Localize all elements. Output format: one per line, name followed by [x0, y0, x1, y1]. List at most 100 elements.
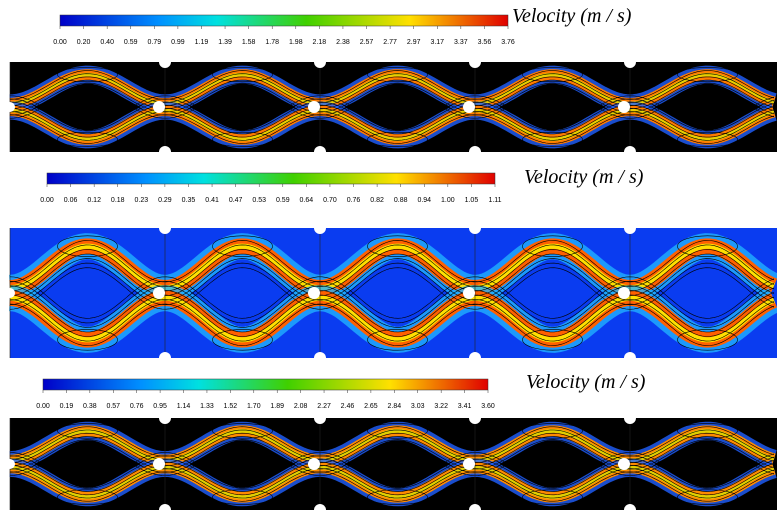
colorbar-tick-label: 2.84 — [388, 403, 402, 410]
colorbar-tick-label: 0.47 — [229, 197, 243, 204]
colorbar-tick-label: 0.95 — [153, 403, 167, 410]
inlet-notch — [5, 459, 15, 469]
colorbar-tick-label: 0.76 — [130, 403, 144, 410]
colorbar-tick-label: 0.88 — [394, 197, 408, 204]
colorbar-tick-label: 1.19 — [195, 39, 209, 46]
colorbar-tick-label: 0.23 — [135, 197, 149, 204]
notch — [469, 56, 481, 68]
notch — [159, 222, 171, 234]
colorbar-tick-label: 1.52 — [224, 403, 238, 410]
obstacle — [463, 101, 475, 113]
colorbar-tick-label: 1.00 — [441, 197, 455, 204]
colorbar-tick-label: 1.11 — [488, 197, 501, 204]
colorbar-tick-label: 0.41 — [205, 197, 219, 204]
colorbar-tick-label: 3.17 — [430, 39, 444, 46]
colorbar-tick-label: 1.70 — [247, 403, 261, 410]
colorbar-tick-label: 1.78 — [265, 39, 279, 46]
colorbar-tick-label: 0.57 — [106, 403, 120, 410]
notch — [159, 146, 171, 158]
colorbar-label: Velocity (m / s) — [524, 166, 644, 188]
notch — [159, 56, 171, 68]
colorbar-tick-label: 0.00 — [40, 197, 54, 204]
colorbar-tick-label: 0.00 — [36, 403, 50, 410]
colorbar-tick-label: 0.40 — [100, 39, 114, 46]
colorbar-tick-label: 0.82 — [370, 197, 384, 204]
colorbar-tick-label: 2.27 — [317, 403, 331, 410]
colorbar-tick-label: 1.98 — [289, 39, 303, 46]
colorbar-label: Velocity (m / s) — [512, 5, 632, 27]
obstacle — [308, 287, 320, 299]
obstacle — [153, 287, 165, 299]
colorbar-tick-label: 1.39 — [218, 39, 232, 46]
notch — [624, 222, 636, 234]
notch — [624, 146, 636, 158]
colorbar-label: Velocity (m / s) — [526, 371, 646, 393]
colorbar-tick-label: 0.35 — [182, 197, 196, 204]
notch — [469, 146, 481, 158]
colorbar-tick-label: 0.19 — [60, 403, 74, 410]
colorbar-tick-label: 2.46 — [341, 403, 355, 410]
obstacle — [618, 101, 630, 113]
colorbar-tick-label: 0.20 — [77, 39, 91, 46]
flow-field — [5, 222, 777, 364]
colorbar-tick-label: 0.18 — [111, 197, 125, 204]
colorbar-tick-label: 0.59 — [276, 197, 290, 204]
colorbar-tick-label: 1.89 — [270, 403, 284, 410]
notch — [624, 352, 636, 364]
obstacle — [463, 458, 475, 470]
colorbar-tick-label: 3.76 — [501, 39, 515, 46]
colorbar-tick-label: 2.18 — [313, 39, 327, 46]
flow-field — [5, 56, 777, 158]
notch — [159, 352, 171, 364]
notch — [469, 352, 481, 364]
flow-field — [5, 412, 777, 510]
colorbar-tick-label: 3.56 — [478, 39, 492, 46]
colorbar-tick-label: 2.77 — [383, 39, 397, 46]
obstacle — [153, 458, 165, 470]
colorbar-tick-label: 2.57 — [360, 39, 374, 46]
colorbar-tick-label: 0.38 — [83, 403, 97, 410]
colorbar-tick-label: 0.06 — [64, 197, 78, 204]
colorbar-tick-label: 3.60 — [481, 403, 495, 410]
obstacle — [308, 101, 320, 113]
inlet-notch — [5, 102, 15, 112]
colorbar-tick-label: 0.00 — [53, 39, 67, 46]
obstacle — [618, 458, 630, 470]
colorbar-tick-label: 0.76 — [347, 197, 361, 204]
colorbar-tick-label: 0.99 — [171, 39, 185, 46]
colorbar-tick-label: 1.05 — [465, 197, 479, 204]
colorbar-tick-label: 2.97 — [407, 39, 421, 46]
colorbar-tick-label: 0.64 — [300, 197, 314, 204]
colorbar-tick-label: 2.65 — [364, 403, 378, 410]
colorbar-tick-label: 0.70 — [323, 197, 337, 204]
notch — [314, 56, 326, 68]
colorbar — [43, 379, 488, 390]
notch — [159, 412, 171, 424]
notch — [314, 412, 326, 424]
inlet-notch — [5, 288, 15, 298]
notch — [314, 146, 326, 158]
colorbar-tick-label: 0.29 — [158, 197, 172, 204]
colorbar — [47, 173, 495, 184]
notch — [314, 222, 326, 234]
colorbar-tick-label: 1.58 — [242, 39, 256, 46]
colorbar-tick-label: 0.94 — [417, 197, 431, 204]
colorbar-tick-label: 2.08 — [294, 403, 308, 410]
colorbar-tick-label: 1.14 — [177, 403, 191, 410]
colorbar-tick-label: 0.79 — [148, 39, 162, 46]
obstacle — [463, 287, 475, 299]
notch — [624, 56, 636, 68]
notch — [469, 412, 481, 424]
obstacle — [308, 458, 320, 470]
colorbar-tick-label: 3.41 — [458, 403, 472, 410]
colorbar-tick-label: 3.03 — [411, 403, 425, 410]
notch — [624, 412, 636, 424]
colorbar-tick-label: 0.12 — [87, 197, 101, 204]
colorbar-tick-label: 0.59 — [124, 39, 138, 46]
colorbar — [60, 15, 508, 26]
notch — [469, 222, 481, 234]
colorbar-tick-label: 3.22 — [434, 403, 448, 410]
figure-canvas: 0.00 0.20 0.40 0.59 0.79 0.99 1.19 1.39 1.58 1.78… — [0, 0, 777, 510]
colorbar-tick-label: 1.33 — [200, 403, 214, 410]
obstacle — [618, 287, 630, 299]
